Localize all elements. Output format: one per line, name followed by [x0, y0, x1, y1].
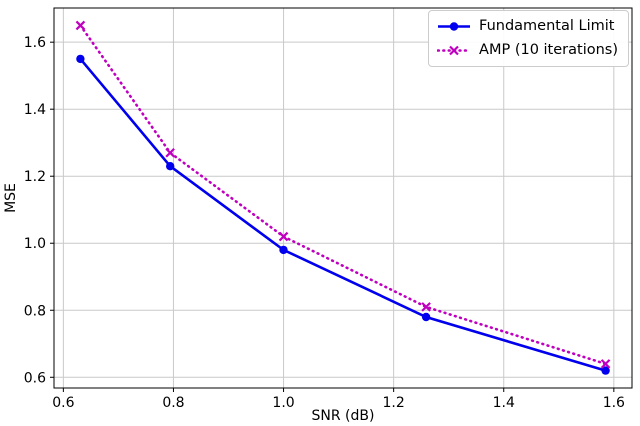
x-tick-label: 0.6	[52, 395, 74, 411]
legend-label-amp: AMP (10 iterations)	[479, 42, 618, 59]
circle-marker	[421, 312, 431, 322]
circle-marker	[601, 366, 610, 375]
dotted-line-x-marker-icon	[437, 45, 472, 56]
circle-marker	[166, 162, 175, 171]
y-tick-label: 1.2	[24, 169, 46, 185]
x-marker	[165, 147, 175, 158]
plot-border	[53, 7, 633, 389]
x-tick-label: 1.6	[603, 395, 625, 411]
x-marker	[421, 302, 431, 312]
x-tick-label: 0.8	[162, 395, 184, 411]
x-marker	[600, 359, 611, 369]
legend-item-amp: AMP (10 iterations)	[437, 41, 618, 60]
y-tick-label: 1.4	[24, 102, 46, 118]
series-line-1	[79, 24, 607, 366]
legend-label-fundamental-limit: Fundamental Limit	[479, 18, 615, 35]
x-marker	[278, 231, 289, 242]
x-tick-label: 1.4	[493, 395, 515, 411]
x-marker	[75, 20, 86, 31]
gridlines	[54, 8, 632, 388]
y-tick-label: 1.6	[24, 35, 46, 51]
axis-ticks: 0.6 0.8 1.0 1.2 1.4 1.6 0.6 0.8 1.0 1.2 1.4 1.6	[24, 35, 625, 411]
solid-line-circle-marker-icon	[438, 22, 471, 31]
y-axis-label: MSE	[3, 183, 19, 213]
x-tick-label: 1.0	[272, 395, 294, 411]
y-tick-label: 0.6	[24, 370, 46, 386]
data-series	[75, 20, 611, 375]
x-tick-label: 1.2	[383, 395, 405, 411]
x-axis-label: SNR (dB)	[312, 408, 375, 424]
y-tick-label: 1.0	[24, 236, 46, 252]
y-tick-label: 0.8	[24, 303, 46, 319]
series-line-0	[79, 58, 606, 372]
circle-marker	[279, 245, 288, 255]
legend: Fundamental Limit AMP (10 iterations)	[428, 10, 629, 67]
circle-marker	[76, 54, 85, 64]
legend-item-fundamental-limit: Fundamental Limit	[437, 17, 618, 36]
